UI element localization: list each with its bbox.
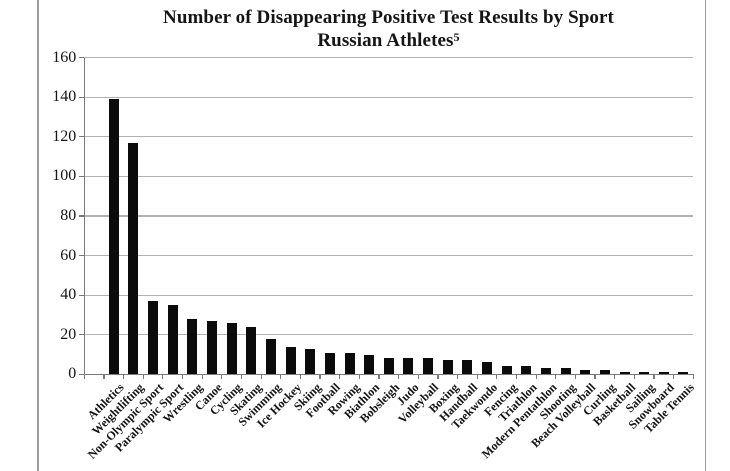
bar-weightlifting xyxy=(128,142,139,375)
x-axis-tick xyxy=(181,374,184,379)
y-axis-tick-20 xyxy=(78,334,85,336)
y-axis-label-160: 160 xyxy=(52,48,77,66)
x-axis-tick xyxy=(692,374,694,379)
x-axis-tick xyxy=(339,374,341,379)
x-axis-tick xyxy=(476,374,478,379)
x-axis-tick xyxy=(240,374,243,379)
y-axis-tick-40 xyxy=(78,294,85,296)
bar-sailing xyxy=(639,372,650,375)
gridline-40 xyxy=(84,294,694,296)
y-axis-tick-60 xyxy=(78,254,85,257)
bar-cycling xyxy=(226,322,237,375)
x-axis-tick xyxy=(417,374,419,379)
gridline-120 xyxy=(84,136,694,138)
bar-skiing xyxy=(305,348,316,375)
bar-athletics xyxy=(108,99,119,375)
x-axis-tick xyxy=(201,374,203,379)
x-axis-tick xyxy=(319,374,321,379)
gridline-80 xyxy=(84,215,694,217)
bar-handball xyxy=(462,360,473,375)
x-axis-tick xyxy=(653,374,655,379)
bar-paralympic-sport xyxy=(167,305,178,375)
footnote-marker: 5 xyxy=(453,29,460,44)
chart-title: Number of Disappearing Positive Test Res… xyxy=(84,6,693,54)
bar-swimming xyxy=(265,338,276,375)
bar-canoe xyxy=(206,320,217,375)
bar-taekwondo xyxy=(482,362,493,375)
x-axis-tick xyxy=(103,374,105,379)
bar-snowboard xyxy=(658,372,669,375)
x-axis-tick xyxy=(299,374,301,379)
y-axis-label-100: 100 xyxy=(52,167,77,185)
gridline-160 xyxy=(84,57,694,59)
x-axis-tick xyxy=(398,374,400,379)
y-axis-label-140: 140 xyxy=(52,88,77,106)
bar-rowing xyxy=(344,352,355,375)
gridline-20 xyxy=(84,334,694,336)
x-axis-tick xyxy=(496,374,498,379)
y-axis-label-20: 20 xyxy=(60,325,77,343)
bar-boxing xyxy=(442,360,453,375)
bar-non-olympic-sport xyxy=(148,301,159,375)
x-axis-tick xyxy=(594,374,596,379)
chart-title-line2-text: Russian Athletes xyxy=(317,30,454,51)
x-axis-tick xyxy=(555,374,557,379)
page-border-left xyxy=(37,0,39,471)
gridline-100 xyxy=(84,175,694,177)
bar-shooting xyxy=(560,368,571,375)
y-axis-label-0: 0 xyxy=(68,365,77,383)
x-axis-tick xyxy=(260,374,262,379)
x-axis-tick xyxy=(142,374,144,379)
x-axis-tick xyxy=(83,374,85,379)
y-axis-tick-120 xyxy=(78,136,85,138)
x-axis-tick xyxy=(221,374,223,379)
y-axis-tick-80 xyxy=(78,215,85,217)
x-axis-tick xyxy=(535,374,537,379)
chart-title-line1: Number of Disappearing Positive Test Res… xyxy=(163,7,614,28)
page-border-right xyxy=(704,0,707,471)
x-axis-tick xyxy=(122,374,125,379)
y-axis-label-120: 120 xyxy=(52,127,77,145)
bar-volleyball xyxy=(423,358,434,375)
x-axis-tick xyxy=(162,374,164,379)
gridline-140 xyxy=(84,96,694,98)
bar-curling xyxy=(599,370,610,375)
bar-beach-volleyball xyxy=(580,370,591,375)
bar-table-tennis xyxy=(678,372,689,375)
bar-skating xyxy=(246,326,257,375)
bar-bobsleigh xyxy=(383,358,394,375)
x-axis-tick xyxy=(614,374,616,379)
x-axis-tick xyxy=(280,374,282,379)
x-axis-tick xyxy=(673,374,675,379)
bar-modern-pentathlon xyxy=(540,368,551,375)
y-axis-label-80: 80 xyxy=(60,207,77,224)
y-axis-label-60: 60 xyxy=(60,246,77,264)
bar-judo xyxy=(403,358,414,375)
chart-title-line2: Russian Athletes5 xyxy=(84,29,693,54)
y-axis-tick-100 xyxy=(78,175,85,177)
x-axis-tick xyxy=(358,374,360,379)
bar-fencing xyxy=(501,366,512,375)
x-axis-tick xyxy=(437,374,439,379)
bar-wrestling xyxy=(187,318,198,375)
y-axis-tick-0 xyxy=(78,373,85,375)
bar-basketball xyxy=(619,372,630,375)
y-axis-label-40: 40 xyxy=(60,286,77,304)
x-axis-tick xyxy=(378,374,380,379)
x-axis-tick xyxy=(574,374,577,379)
x-axis-tick xyxy=(515,374,518,379)
y-axis-tick-160 xyxy=(78,57,85,59)
bar-biathlon xyxy=(364,354,375,375)
bar-ice-hockey xyxy=(285,346,296,375)
x-axis-tick xyxy=(633,374,635,379)
bar-triathlon xyxy=(521,366,532,375)
y-axis-tick-140 xyxy=(78,96,85,98)
gridline-60 xyxy=(84,254,694,257)
bar-football xyxy=(324,352,335,375)
y-axis-line xyxy=(83,57,85,379)
x-axis-tick xyxy=(456,374,459,379)
